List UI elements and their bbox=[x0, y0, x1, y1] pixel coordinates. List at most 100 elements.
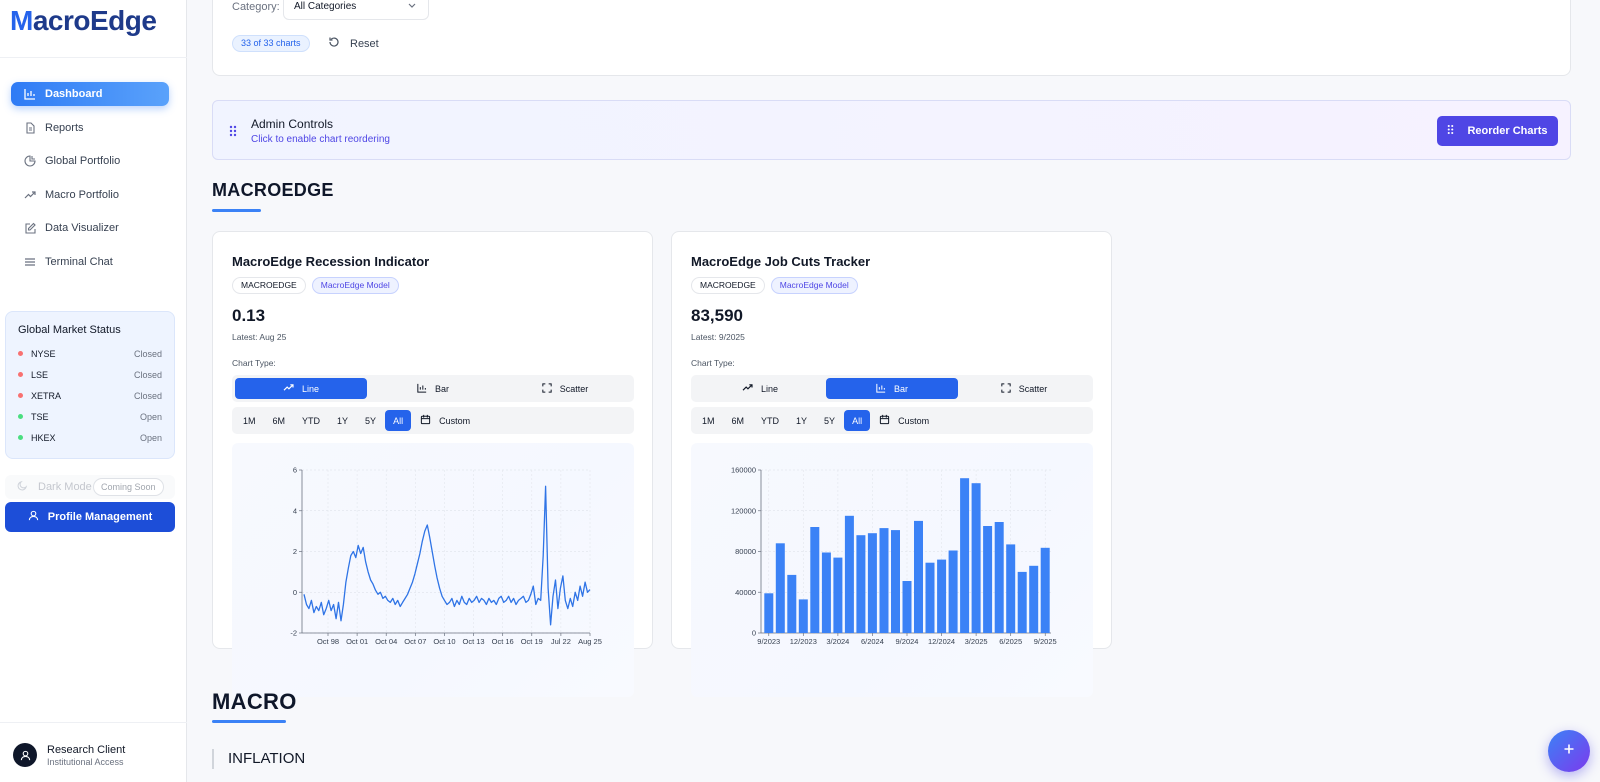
sidebar-nav: Dashboard Reports Global Portfolio Macro… bbox=[11, 82, 169, 283]
bar bbox=[810, 527, 820, 633]
admin-controls-bar[interactable]: Admin Controls Click to enable chart reo… bbox=[212, 100, 1571, 160]
range-1y[interactable]: 1Y bbox=[337, 415, 349, 426]
sidebar-item-dashboard[interactable]: Dashboard bbox=[11, 82, 169, 106]
bar bbox=[798, 599, 808, 633]
y-tick-label: 80000 bbox=[735, 547, 756, 556]
sidebar-item-label: Global Portfolio bbox=[45, 155, 121, 167]
bar bbox=[821, 552, 831, 633]
chart-type-selector: Line Bar Scatter bbox=[232, 375, 634, 402]
calendar-icon bbox=[420, 414, 431, 427]
range-ytd[interactable]: YTD bbox=[302, 415, 321, 426]
range-1m[interactable]: 1M bbox=[243, 415, 256, 426]
range-5y[interactable]: 5Y bbox=[365, 415, 377, 426]
bar bbox=[833, 557, 843, 633]
range-all[interactable]: All bbox=[844, 410, 871, 431]
recession-line-chart: -2 0 2 4 6 Oct 98 Oct 01 Oct 04 Oct 07 Oct 10 Oct … bbox=[290, 466, 602, 647]
sidebar-item-label: Macro Portfolio bbox=[45, 188, 119, 201]
chevron-down-icon bbox=[407, 0, 417, 13]
market-name: HKEX bbox=[31, 432, 56, 443]
bar bbox=[891, 530, 900, 633]
market-name: LSE bbox=[31, 369, 49, 380]
admin-controls-title: Admin Controls bbox=[251, 117, 334, 131]
market-status: Closed bbox=[133, 390, 162, 401]
range-1y[interactable]: 1Y bbox=[796, 415, 808, 426]
chart-type-line[interactable]: Line bbox=[235, 378, 367, 399]
status-dot bbox=[18, 372, 23, 377]
market-name: TSE bbox=[31, 411, 49, 422]
range-1m[interactable]: 1M bbox=[702, 415, 715, 426]
chart-card-job-cuts-tracker: MacroEdge Job Cuts Tracker MACROEDGE Mac… bbox=[671, 231, 1112, 697]
moon-icon bbox=[17, 480, 28, 494]
range-6m[interactable]: 6M bbox=[731, 415, 745, 426]
chart-type-line-label: Line bbox=[760, 383, 778, 394]
range-5y[interactable]: 5Y bbox=[824, 415, 836, 426]
x-tick-label: 6/2024 bbox=[861, 637, 884, 646]
y-tick-label: -2 bbox=[290, 629, 297, 638]
market-row: TSE Open bbox=[18, 406, 162, 427]
sidebar-item-global-portfolio[interactable]: Global Portfolio bbox=[11, 149, 169, 173]
calendar-icon bbox=[879, 414, 890, 427]
sidebar-item-terminal-chat[interactable]: Terminal Chat bbox=[11, 250, 169, 274]
bar bbox=[775, 543, 785, 633]
logo-divider bbox=[0, 57, 187, 58]
x-tick-label: Oct 07 bbox=[404, 637, 426, 646]
time-range-selector: 1M 6M YTD 1Y 5Y All Custom bbox=[691, 407, 1093, 434]
user-profile[interactable]: Research Client Institutional Access bbox=[13, 743, 125, 767]
bar bbox=[867, 533, 877, 633]
range-6m[interactable]: 6M bbox=[272, 415, 286, 426]
range-ytd[interactable]: YTD bbox=[761, 415, 780, 426]
sidebar-item-data-visualizer[interactable]: Data Visualizer bbox=[11, 216, 169, 240]
chart-type-scatter-label: Scatter bbox=[559, 383, 589, 394]
chart-type-bar[interactable]: Bar bbox=[826, 378, 958, 399]
category-value: All Categories bbox=[294, 1, 357, 12]
sidebar-item-reports[interactable]: Reports bbox=[11, 116, 169, 140]
bar-chart-icon bbox=[876, 383, 886, 395]
bar bbox=[937, 559, 947, 633]
y-tick-label: 160000 bbox=[731, 466, 756, 475]
chart-plot-area[interactable]: 0 40000 80000 120000 160000 9/2023 12/2023 3/20… bbox=[691, 443, 1093, 697]
add-chart-button[interactable] bbox=[1548, 730, 1590, 772]
user-divider bbox=[0, 722, 187, 723]
tag-source: MacroEdge Model bbox=[311, 277, 399, 294]
status-dot bbox=[18, 393, 23, 398]
sidebar-item-label: Terminal Chat bbox=[45, 255, 113, 268]
x-tick-label: 6/2025 bbox=[999, 637, 1022, 646]
time-range-selector: 1M 6M YTD 1Y 5Y All Custom bbox=[232, 407, 634, 434]
trending-up-icon bbox=[23, 188, 36, 201]
chart-type-scatter[interactable]: Scatter bbox=[958, 378, 1090, 399]
trending-up-icon bbox=[283, 383, 294, 394]
bar bbox=[1006, 544, 1016, 633]
bar bbox=[1040, 547, 1050, 633]
bar bbox=[925, 562, 935, 633]
chart-latest-date: Latest: Aug 25 bbox=[232, 332, 287, 342]
profile-button-label: Profile Management bbox=[47, 511, 153, 523]
x-tick-label: Aug 25 bbox=[578, 637, 602, 646]
app-logo[interactable]: MacroEdge bbox=[10, 5, 157, 36]
reorder-charts-button[interactable]: Reorder Charts bbox=[1437, 116, 1558, 146]
sidebar-item-macro-portfolio[interactable]: Macro Portfolio bbox=[11, 183, 169, 207]
range-custom[interactable]: Custom bbox=[871, 410, 937, 431]
chart-type-scatter[interactable]: Scatter bbox=[499, 378, 631, 399]
chart-plot-area[interactable]: -2 0 2 4 6 Oct 98 Oct 01 Oct 04 Oct 07 Oct 10 Oct … bbox=[232, 443, 634, 697]
y-tick-label: 0 bbox=[752, 629, 756, 638]
market-row: XETRA Closed bbox=[18, 385, 162, 406]
reset-icon bbox=[328, 36, 340, 51]
range-custom[interactable]: Custom bbox=[412, 410, 478, 431]
profile-management-button[interactable]: Profile Management bbox=[5, 502, 175, 532]
bar-chart-icon bbox=[417, 383, 427, 395]
chart-type-line[interactable]: Line bbox=[694, 378, 826, 399]
admin-controls-subtitle: Click to enable chart reordering bbox=[251, 134, 390, 145]
section-underline bbox=[212, 720, 286, 723]
status-dot bbox=[18, 435, 23, 440]
x-tick-label: 9/2023 bbox=[757, 637, 780, 646]
bar bbox=[1029, 565, 1039, 633]
chart-title: MacroEdge Recession Indicator bbox=[232, 254, 430, 269]
chart-card-recession-indicator: MacroEdge Recession Indicator MACROEDGE … bbox=[212, 231, 653, 697]
reset-button[interactable]: Reset bbox=[328, 36, 379, 51]
range-all[interactable]: All bbox=[385, 410, 412, 431]
x-tick-label: Oct 16 bbox=[492, 637, 514, 646]
category-select[interactable]: All Categories bbox=[283, 0, 429, 20]
dark-mode-toggle: Dark Mode Coming Soon bbox=[5, 475, 175, 499]
y-tick-label: 4 bbox=[293, 506, 297, 515]
chart-type-bar[interactable]: Bar bbox=[367, 378, 499, 399]
